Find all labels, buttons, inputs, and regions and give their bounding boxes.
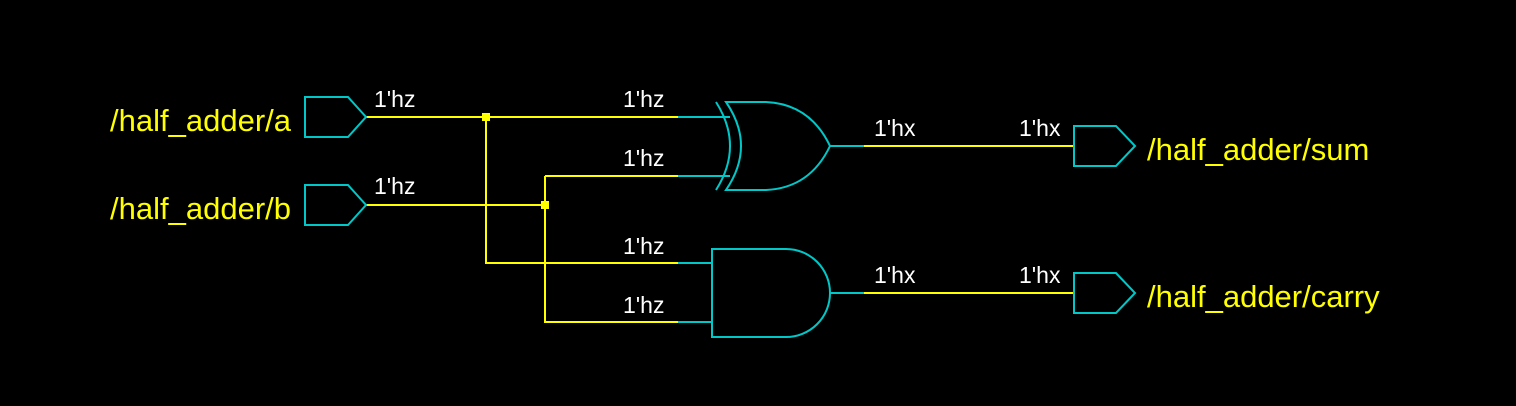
carry-port-value: 1'hx <box>1019 262 1061 288</box>
input-port-b[interactable] <box>304 184 368 226</box>
wire-b-to-and[interactable] <box>544 176 712 323</box>
input-a-label: /half_adder/a <box>110 103 292 138</box>
and-gate-body <box>711 248 831 338</box>
junction-dot-a <box>482 113 490 121</box>
net-value-b: 1'hz <box>374 173 415 199</box>
input-port-a[interactable] <box>304 96 368 138</box>
xor-input-2-value: 1'hz <box>623 145 664 171</box>
input-b-label: /half_adder/b <box>110 191 291 226</box>
and-output-value: 1'hx <box>874 262 916 288</box>
output-sum-label: /half_adder/sum <box>1147 132 1369 167</box>
wire-a-to-and[interactable] <box>485 117 712 264</box>
output-port-sum[interactable] <box>1073 125 1137 167</box>
and-input-1-value: 1'hz <box>623 233 664 259</box>
output-port-carry[interactable] <box>1073 272 1137 314</box>
xor-gate-extra-arc <box>715 101 731 191</box>
xor-input-1-value: 1'hz <box>623 86 664 112</box>
output-carry-label: /half_adder/carry <box>1147 279 1380 314</box>
net-value-a: 1'hz <box>374 86 415 112</box>
junction-dot-b <box>541 201 549 209</box>
xor-gate[interactable] <box>678 101 864 191</box>
xor-gate-body <box>724 101 832 191</box>
xor-output-value: 1'hx <box>874 115 916 141</box>
sum-port-value: 1'hx <box>1019 115 1061 141</box>
and-gate[interactable] <box>678 248 864 338</box>
and-input-2-value: 1'hz <box>623 292 664 318</box>
